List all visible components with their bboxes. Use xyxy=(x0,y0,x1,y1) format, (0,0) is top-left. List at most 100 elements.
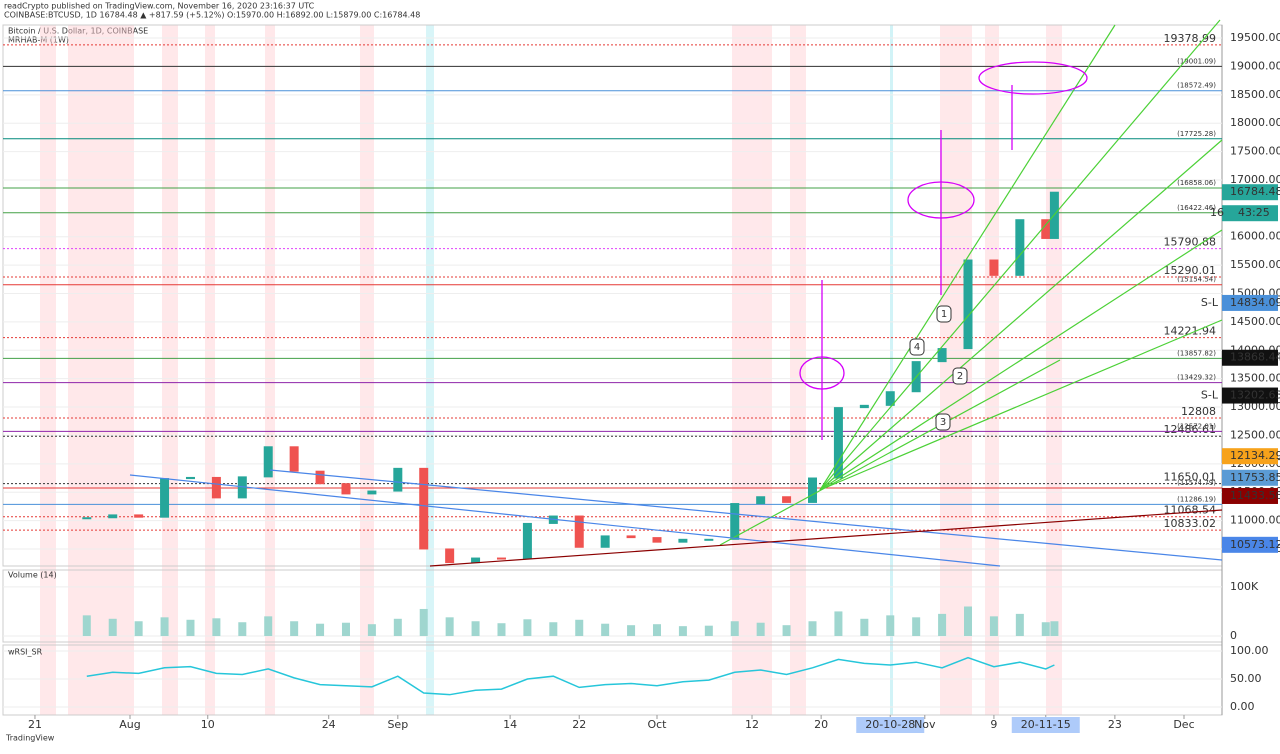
y-tick-label: 19000.00 xyxy=(1230,59,1280,72)
x-tick-label: 14 xyxy=(503,718,517,731)
x-tick-highlight xyxy=(1011,717,1080,733)
candle xyxy=(937,348,947,363)
level-label: (16422.46) xyxy=(1177,204,1216,212)
candle xyxy=(419,467,429,550)
rsi-line xyxy=(86,656,1055,696)
symbol-label: Bitcoin / U.S. Dollar, 1D, COINBASE xyxy=(8,27,148,36)
level-label: (13857.82) xyxy=(1177,349,1216,357)
volume-bar xyxy=(549,622,558,636)
volume-bar xyxy=(678,626,687,636)
x-tick-label: Nov xyxy=(914,718,936,731)
volume-bar xyxy=(134,621,143,636)
badge-tag: S-L xyxy=(1201,296,1219,309)
volume-bar xyxy=(212,618,221,636)
price-badge-label: 10573.12 xyxy=(1230,538,1280,551)
volume-bar xyxy=(808,621,817,636)
price-badge xyxy=(1222,448,1278,465)
indicator-label: MRHAB-M (1W) xyxy=(8,36,69,45)
candle xyxy=(185,476,195,480)
volume-bar xyxy=(704,625,713,636)
volume-bar xyxy=(1041,622,1050,636)
volume-bar xyxy=(575,619,584,636)
level-label: 15290.01 xyxy=(1164,264,1217,277)
note-label: 3 xyxy=(940,417,946,428)
level-label: 19378.99 xyxy=(1164,32,1217,45)
price-badge-label: 11753.85 xyxy=(1230,471,1280,484)
y-tick-label: 16000.00 xyxy=(1230,230,1280,243)
x-tick-label: Dec xyxy=(1173,718,1194,731)
volume-bar xyxy=(912,617,921,636)
candle xyxy=(82,517,92,520)
candle xyxy=(574,515,584,548)
candle xyxy=(134,514,144,518)
y-tick-label: 13500.00 xyxy=(1230,372,1280,385)
price-badge xyxy=(1222,294,1278,311)
y-tick-label: 0.00 xyxy=(1230,700,1255,713)
candle xyxy=(1041,219,1051,239)
level-label: 11068.54 xyxy=(1164,504,1217,517)
volume-bar xyxy=(393,618,402,636)
volume-bar xyxy=(834,611,843,636)
volume-bar xyxy=(730,621,739,636)
price-badge xyxy=(1222,184,1278,201)
level-label: (11574.79) xyxy=(1177,479,1216,487)
volume-bar xyxy=(938,613,947,636)
x-tick-label: Sep xyxy=(387,718,408,731)
pane-title: wRSI_SR xyxy=(8,648,43,657)
x-tick-label: 20-11-15 xyxy=(1021,718,1071,731)
volume-bar xyxy=(238,622,247,636)
header-line: readCrypto published on TradingView.com,… xyxy=(4,2,315,11)
header-line: COINBASE:BTCUSD, 1D 16784.48 ▲ +817.59 (… xyxy=(4,11,420,20)
volume-bar xyxy=(1015,613,1024,636)
volume-bar xyxy=(782,625,791,636)
y-tick-label: 100K xyxy=(1230,580,1259,593)
candle xyxy=(600,535,610,548)
y-tick-label: 18000.00 xyxy=(1230,116,1280,129)
x-tick-label: 21 xyxy=(28,718,42,731)
volume-bar xyxy=(264,616,273,636)
note-box xyxy=(936,305,952,323)
x-tick-label: 12 xyxy=(745,718,759,731)
note-box xyxy=(952,367,968,385)
volume-bar xyxy=(108,618,117,636)
candle xyxy=(963,259,973,350)
fan-lines xyxy=(719,19,1223,546)
volume-bar xyxy=(160,617,169,636)
level-label: 15790.88 xyxy=(1164,236,1217,249)
y-tick-label: 11000.00 xyxy=(1230,514,1280,527)
level-label: (12572.01) xyxy=(1177,422,1216,430)
price-badge xyxy=(1222,536,1278,553)
candle xyxy=(445,548,455,564)
volume-bar xyxy=(964,606,973,636)
candle xyxy=(341,483,351,495)
x-tick-label: 20 xyxy=(814,718,828,731)
x-tick-label: 9 xyxy=(990,718,997,731)
candle xyxy=(1015,219,1025,276)
level-label: (11286.19) xyxy=(1177,495,1216,503)
candle xyxy=(885,391,895,406)
volume-bar xyxy=(601,623,610,636)
price-badge-label: 11433.50 xyxy=(1230,489,1280,502)
price-badge-label: 16784.48 xyxy=(1230,185,1280,198)
y-tick-label: 17500.00 xyxy=(1230,145,1280,158)
note-box xyxy=(909,338,925,356)
volume-bar xyxy=(756,622,765,636)
price-badge-label: 14834.09 xyxy=(1230,296,1280,309)
candle xyxy=(315,470,325,485)
volume-bar xyxy=(445,617,454,636)
candle xyxy=(496,557,506,560)
volume-bar xyxy=(471,621,480,636)
shading xyxy=(40,25,1062,715)
level-label: (16858.06) xyxy=(1177,179,1216,187)
volume-bar xyxy=(523,619,532,636)
drawings xyxy=(799,61,1088,440)
annotations: 1 2 3 4 xyxy=(909,305,968,431)
level-label: 11650.01 xyxy=(1164,471,1217,484)
candle xyxy=(108,514,118,519)
x-tick-label: 22 xyxy=(572,718,586,731)
x-tick-label: 24 xyxy=(322,718,336,731)
x-tick-label: Oct xyxy=(647,718,667,731)
price-badge-label: 13202.63 xyxy=(1230,389,1280,402)
volume-bar xyxy=(860,618,869,636)
